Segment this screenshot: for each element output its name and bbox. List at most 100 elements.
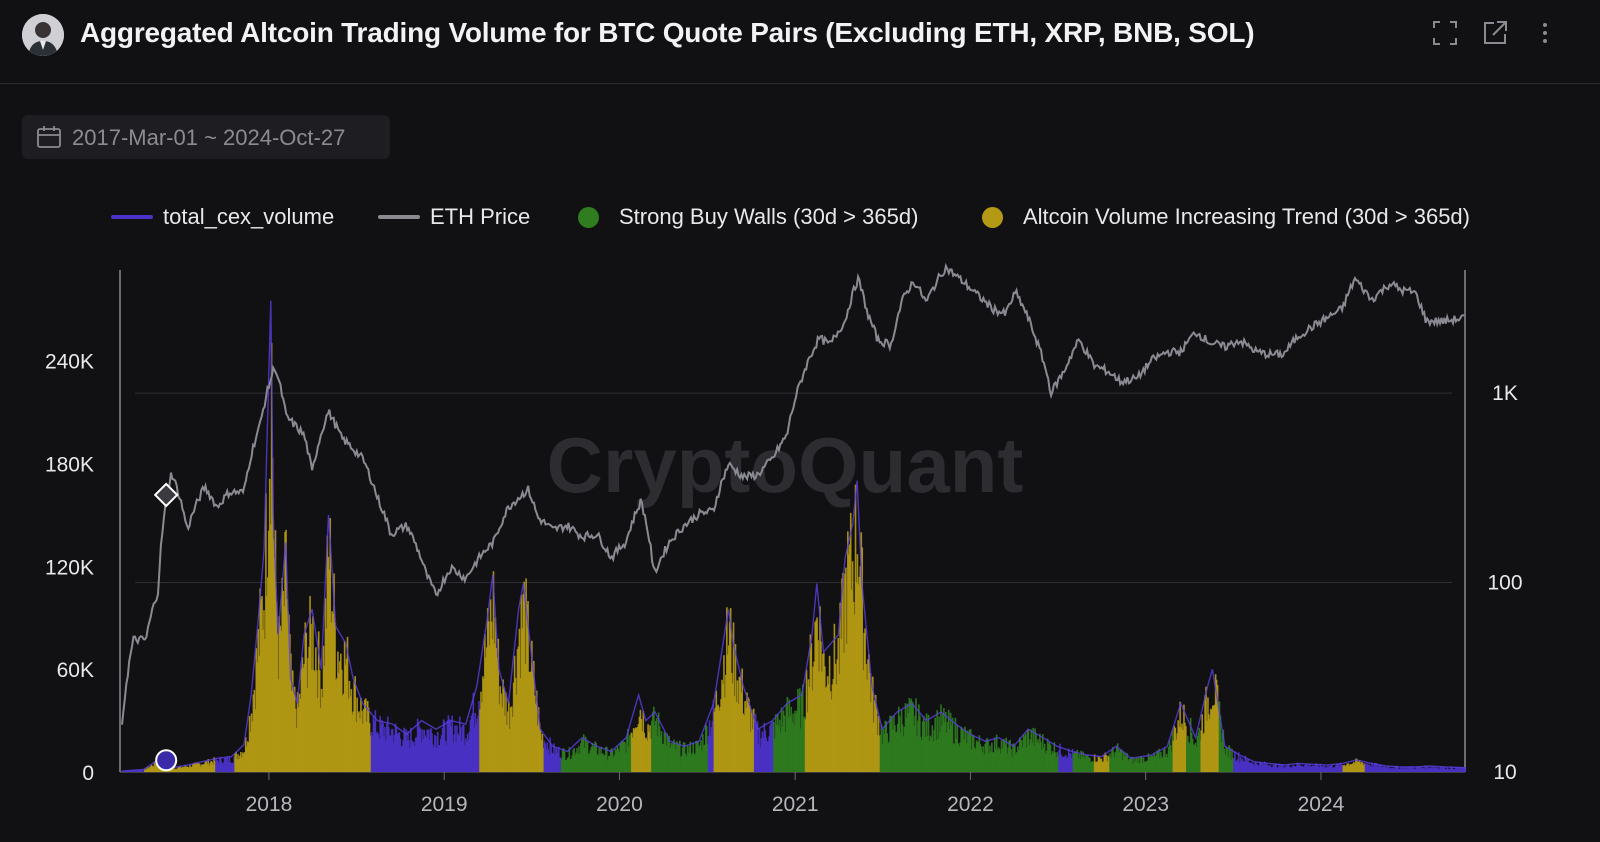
volume-bar	[1253, 765, 1255, 772]
more-options-icon[interactable]	[1530, 18, 1550, 48]
volume-bar	[794, 710, 796, 772]
volume-bar	[1076, 749, 1079, 772]
volume-bar	[1181, 723, 1183, 772]
volume-bar	[870, 702, 872, 772]
fullscreen-icon[interactable]	[1430, 18, 1460, 48]
volume-bar	[868, 654, 870, 772]
volume-bar	[697, 740, 699, 772]
volume-bar	[818, 671, 820, 772]
volume-bar	[404, 732, 406, 772]
volume-bar	[1041, 734, 1044, 772]
chart-area[interactable]: 10 100 1K 0 60K 120K 180K 240K 2018 2019 2020 2021 2…	[0, 255, 1600, 842]
volume-bar	[1356, 758, 1358, 772]
date-range-picker[interactable]: 2017-Mar-01 ~ 2024-Oct-27	[22, 115, 390, 159]
volume-bar	[635, 728, 638, 772]
volume-bar	[970, 749, 973, 772]
volume-bar	[1277, 767, 1279, 772]
volume-bar	[750, 732, 752, 772]
volume-bar	[1300, 766, 1302, 772]
volume-bar	[296, 692, 299, 772]
volume-bar	[357, 712, 359, 772]
volume-bar	[1242, 760, 1245, 772]
volume-bar	[960, 726, 962, 772]
volume-bar	[1190, 732, 1193, 772]
volume-bar	[854, 484, 857, 772]
volume-bar	[976, 741, 979, 772]
volume-bar	[1078, 754, 1081, 772]
volume-bar	[1011, 756, 1013, 772]
volume-bar	[492, 571, 495, 772]
legend-item-strong-buy-walls[interactable]: Strong Buy Walls (30d > 365d)	[578, 200, 918, 234]
right-axis-tick-label: 100	[1487, 572, 1522, 595]
volume-bar	[1090, 761, 1093, 772]
volume-bar	[1204, 695, 1206, 772]
volume-bar	[360, 697, 362, 772]
volume-bar	[768, 736, 770, 772]
open-external-icon[interactable]	[1480, 18, 1510, 48]
volume-bar	[673, 739, 675, 772]
calendar-icon	[37, 126, 61, 148]
volume-bar	[521, 628, 524, 772]
volume-bar	[506, 724, 508, 772]
volume-bar	[207, 759, 210, 772]
volume-bar	[238, 759, 240, 772]
volume-bar	[141, 770, 143, 772]
volume-bar	[309, 596, 311, 772]
volume-bar	[855, 582, 858, 772]
volume-bar	[732, 622, 735, 772]
volume-bar	[1015, 754, 1017, 772]
chart-title: Aggregated Altcoin Trading Volume for BT…	[80, 17, 1255, 48]
volume-bar	[1388, 767, 1391, 772]
volume-bar	[760, 738, 763, 772]
volume-bar	[966, 743, 968, 772]
volume-bar	[272, 539, 275, 772]
volume-bar	[675, 749, 677, 772]
volume-bar	[249, 731, 252, 772]
legend-item-altcoin-volume-trend[interactable]: Altcoin Volume Increasing Trend (30d > 3…	[982, 200, 1470, 234]
volume-bar	[1098, 757, 1101, 772]
volume-bar	[291, 670, 294, 772]
volume-bar	[327, 556, 330, 772]
volume-bar	[1363, 763, 1366, 772]
volume-bar	[1234, 751, 1236, 772]
volume-bar	[617, 748, 620, 772]
volume-bar	[411, 740, 413, 772]
volume-bar	[1463, 769, 1466, 772]
volume-bar	[461, 725, 464, 772]
volume-bar	[248, 716, 251, 772]
legend-item-total-cex-volume[interactable]: total_cex_volume	[111, 200, 334, 234]
volume-bar	[839, 602, 841, 772]
right-axis-tick-label: 10	[1493, 761, 1516, 784]
volume-bar	[331, 611, 333, 772]
author-avatar[interactable]	[22, 14, 64, 56]
volume-bar	[545, 750, 548, 772]
volume-bar	[873, 700, 876, 772]
volume-bar	[306, 687, 308, 772]
volume-bar	[154, 763, 157, 772]
volume-bar	[1427, 766, 1429, 772]
right-axis-tick-label: 1K	[1492, 382, 1518, 405]
volume-bar	[1162, 758, 1164, 772]
volume-bar	[923, 721, 926, 772]
volume-bar	[817, 640, 819, 772]
volume-bar	[867, 659, 869, 772]
volume-bar	[481, 702, 483, 772]
volume-bar	[1355, 758, 1357, 772]
volume-bar	[1140, 756, 1143, 772]
volume-bar	[1348, 765, 1350, 772]
volume-bar	[172, 769, 175, 772]
volume-bar	[381, 720, 383, 772]
volume-bar	[1187, 742, 1190, 772]
volume-bar	[324, 598, 327, 772]
legend-item-eth-price[interactable]: ETH Price	[378, 200, 530, 234]
volume-bar	[333, 573, 335, 772]
volume-bar	[1435, 767, 1438, 772]
volume-bar	[1319, 763, 1322, 772]
volume-bar	[1232, 757, 1234, 772]
volume-bar	[748, 698, 750, 772]
volume-bar	[981, 752, 984, 772]
volume-bar	[1254, 762, 1256, 772]
volume-bar	[466, 733, 469, 772]
volume-bar	[833, 623, 836, 772]
volume-bar	[205, 761, 208, 772]
